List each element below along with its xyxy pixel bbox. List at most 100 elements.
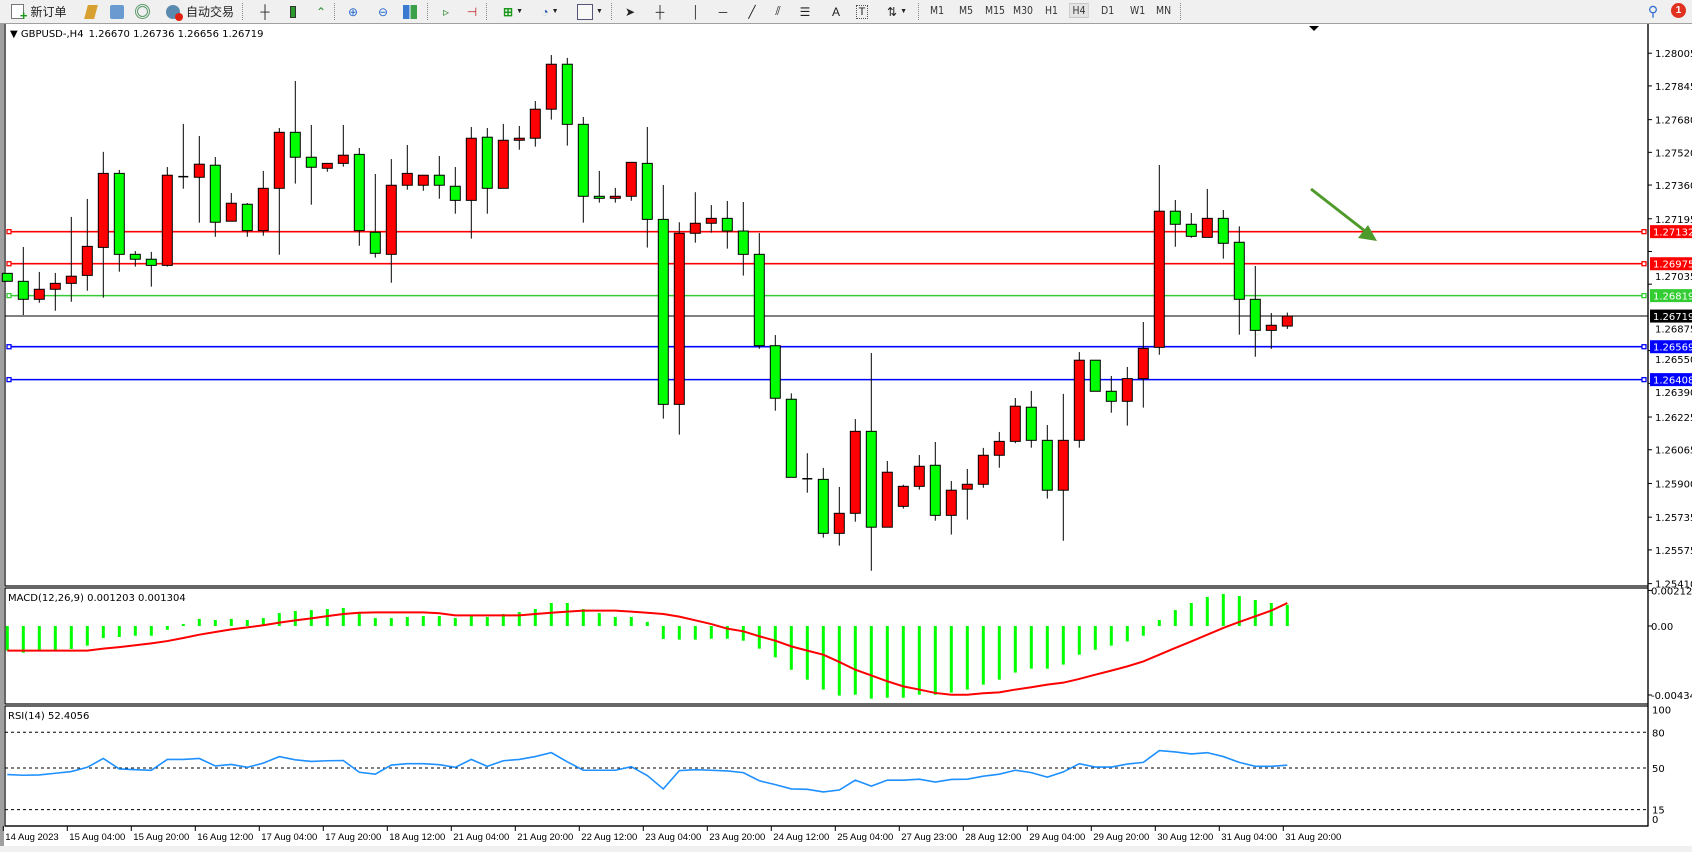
line-chart-button[interactable]: ⌃	[313, 2, 329, 21]
candle	[289, 80, 301, 184]
text-label-button[interactable]: T	[854, 2, 870, 21]
navigator-button[interactable]	[108, 2, 126, 21]
macd-histogram-bar	[853, 626, 857, 695]
timeframe-mn[interactable]: MN	[1156, 4, 1172, 17]
rsi-tick-label: 100	[1652, 706, 1671, 717]
candle-body	[833, 512, 845, 534]
price-tick-label: 1.28005	[1655, 49, 1692, 60]
time-tick-label: 23 Aug 20:00	[709, 832, 765, 843]
candle-body	[129, 253, 141, 260]
indicators-button[interactable]: ⊞ ▼	[498, 2, 528, 21]
candle	[497, 123, 509, 189]
level-handle-icon	[1641, 344, 1647, 350]
search-button[interactable]: ⚲	[1644, 2, 1662, 21]
candle	[802, 453, 813, 493]
candle-body	[97, 172, 109, 248]
equidistant-channel-button[interactable]: ⫽	[770, 2, 786, 21]
candlestick-button[interactable]	[285, 2, 301, 21]
horizontal-line-icon: ─	[718, 4, 728, 19]
level-price-badge	[1650, 257, 1692, 271]
macd-histogram-bar	[453, 618, 457, 626]
candle	[913, 455, 925, 490]
tile-windows-icon	[403, 4, 417, 19]
zoom-out-button[interactable]: ⊖	[375, 2, 391, 21]
crosshair-button[interactable]: ┼	[652, 2, 668, 21]
candle-body	[1041, 439, 1053, 491]
timeframe-w1[interactable]: W1	[1130, 4, 1146, 17]
chart-shift-marker-icon[interactable]	[1309, 26, 1319, 31]
zoom-out-icon: ⊖	[377, 4, 389, 19]
trend-arrow[interactable]	[1310, 187, 1377, 241]
candle	[833, 486, 845, 546]
timeframe-m5[interactable]: M5	[959, 4, 974, 17]
time-tick-label: 25 Aug 04:00	[837, 832, 893, 843]
candle-body	[161, 174, 173, 266]
zoom-in-button[interactable]: ⊕	[345, 2, 361, 21]
notification-badge: 1	[1671, 3, 1686, 18]
timeframe-h1[interactable]: H1	[1045, 4, 1058, 17]
macd-histogram-bar	[1269, 602, 1273, 626]
time-tick-label: 28 Aug 12:00	[965, 832, 1021, 843]
text-button[interactable]: A	[828, 2, 844, 21]
candle-body	[1009, 405, 1021, 442]
candle-body	[113, 172, 125, 255]
notification-button[interactable]: 💬︎ 1	[1668, 2, 1690, 21]
macd-histogram-bar	[1045, 626, 1049, 669]
time-tick-label: 21 Aug 20:00	[517, 832, 573, 843]
timeframe-m1[interactable]: M1	[930, 4, 945, 17]
arrows-button[interactable]: ⇅ ▼	[882, 2, 912, 21]
candle	[401, 144, 413, 190]
timeframe-m15[interactable]: M15	[985, 4, 1005, 17]
macd-histogram-bar	[821, 626, 825, 690]
candle-body	[817, 478, 829, 534]
tile-windows-button[interactable]	[402, 2, 418, 21]
candle-body	[1121, 378, 1133, 402]
dropdown-arrow-icon: ▼	[596, 8, 603, 15]
level-handle-icon	[6, 376, 12, 383]
line-chart-icon: ⌃	[315, 4, 327, 19]
macd-tick-label: 0.002121	[1651, 586, 1692, 597]
candle-body	[1057, 439, 1069, 491]
market-watch-button[interactable]	[82, 2, 100, 21]
macd-histogram-bar	[245, 619, 249, 626]
trendline-button[interactable]: ╱	[744, 2, 760, 21]
macd-histogram-bar	[5, 626, 9, 651]
auto-scroll-button[interactable]: ▹	[438, 2, 454, 21]
search-icon: ⚲	[1647, 3, 1659, 19]
candle	[673, 222, 685, 435]
auto-trading-button[interactable]: 自动交易	[164, 2, 236, 21]
vertical-line-button[interactable]: │	[688, 2, 704, 21]
bar-chart-button[interactable]: ┼	[257, 2, 273, 21]
candle	[1137, 321, 1149, 408]
candle	[385, 159, 397, 283]
timeframe-h4[interactable]: H4	[1069, 3, 1089, 18]
periods-button[interactable]: ◔ ▼	[535, 2, 565, 21]
price-tick-label: 1.27035	[1655, 272, 1692, 283]
candle-body	[753, 253, 765, 347]
new-order-button[interactable]: + 新订单	[4, 2, 74, 22]
templates-button[interactable]: ▼	[574, 2, 606, 21]
crosshair-icon: ┼	[655, 4, 665, 19]
timeframe-m30[interactable]: M30	[1013, 4, 1033, 17]
horizontal-line-button[interactable]: ─	[715, 2, 731, 21]
candle-body	[1217, 217, 1229, 244]
macd-histogram-bar	[1077, 626, 1081, 655]
candle	[961, 468, 973, 520]
macd-histogram-bar	[357, 613, 361, 626]
chart-shift-button[interactable]: ⊣	[464, 2, 480, 21]
price-tick-label: 1.26065	[1655, 446, 1692, 457]
signals-button[interactable]	[133, 2, 151, 21]
candle-body	[705, 217, 717, 224]
candle-body	[929, 464, 941, 516]
fibonacci-button[interactable]: ☰	[797, 2, 813, 21]
cursor-button[interactable]: ➤	[622, 2, 638, 21]
level-price-label: 1.26569	[1653, 343, 1692, 354]
candle-body	[321, 162, 333, 169]
candle	[1281, 312, 1293, 329]
candle	[945, 481, 957, 535]
timeframe-d1[interactable]: D1	[1101, 4, 1115, 17]
candle-body	[1265, 324, 1277, 331]
current-price-label: 1.26719	[1653, 312, 1692, 323]
candle-body	[689, 222, 701, 234]
